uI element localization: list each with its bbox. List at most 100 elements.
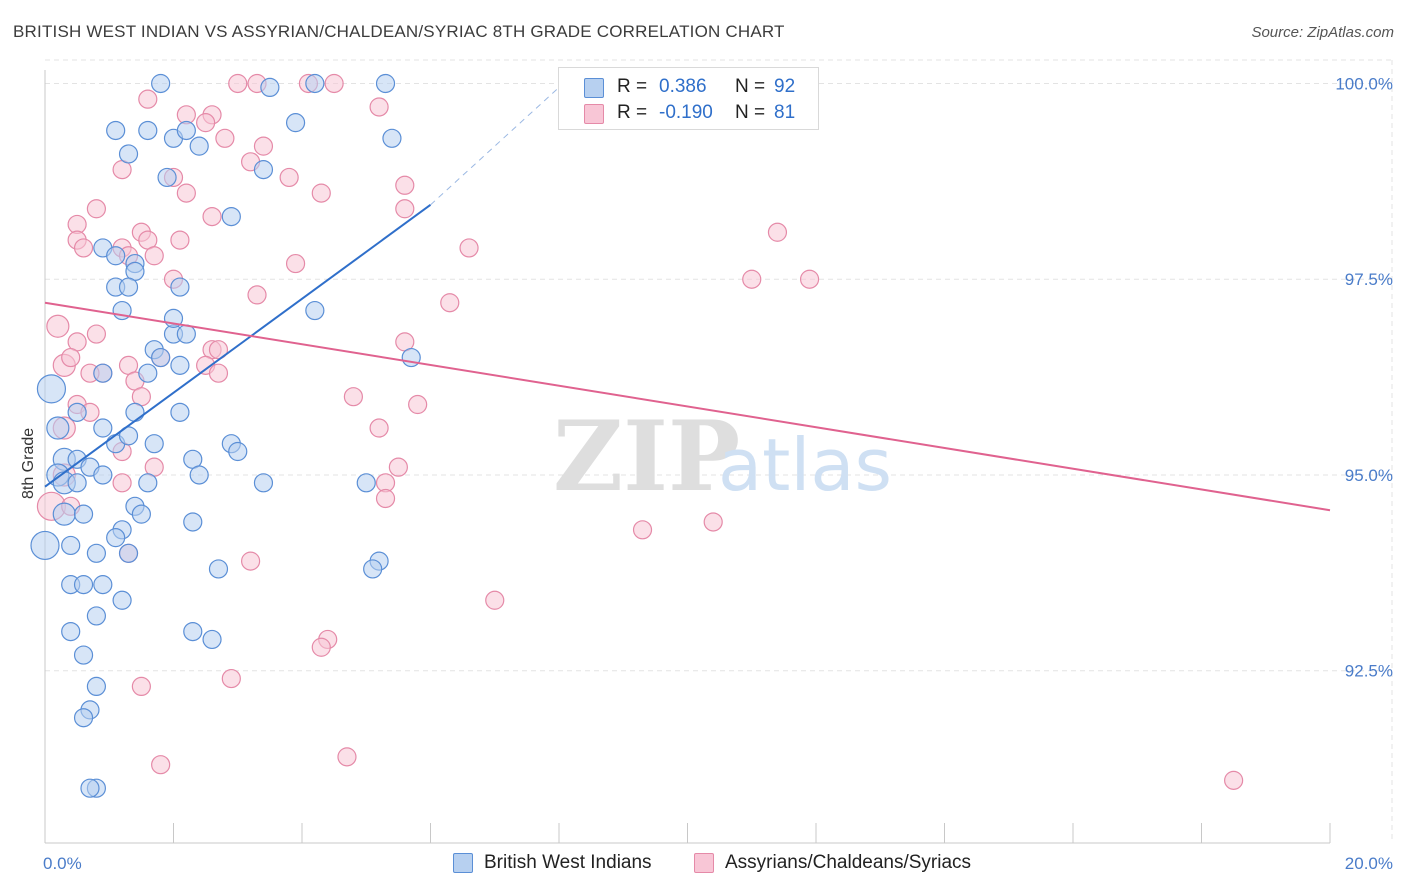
source-credit: Source: ZipAtlas.com [1251, 24, 1394, 41]
pink-data-point [86, 199, 107, 219]
pink-data-point [241, 551, 261, 571]
watermark: ZIP atlas [553, 400, 892, 513]
blue-data-point [260, 77, 280, 98]
blue-data-point [93, 363, 113, 383]
blue-data-point [67, 402, 87, 422]
blue-data-point [382, 128, 402, 148]
legend-r-label: R = [617, 102, 648, 123]
legend-n-label: N = [735, 102, 766, 123]
blue-data-point [86, 676, 107, 697]
blue-data-point [208, 559, 229, 579]
legend-r-value: -0.190 [659, 102, 713, 123]
blue-data-point [106, 120, 126, 141]
pink-data-point [388, 457, 408, 477]
pink-data-point [343, 387, 363, 407]
pink-data-point [221, 668, 241, 689]
blue-data-point [151, 73, 171, 94]
pink-data-point [247, 285, 267, 305]
blue-data-point [73, 575, 94, 595]
blue-data-point [202, 629, 222, 650]
blue-data-point [112, 590, 132, 610]
blue-data-point [305, 300, 325, 321]
pink-data-point [395, 199, 415, 219]
pink-data-point [138, 89, 158, 109]
y-tick-label: 95.0% [1345, 466, 1393, 485]
blue-data-point [52, 502, 76, 526]
blue-legend-swatch [453, 853, 473, 873]
pink-data-point [799, 269, 820, 289]
pink-data-point [170, 230, 190, 250]
blue-data-point [253, 160, 274, 180]
pink-data-point [144, 246, 164, 266]
pink-data-point [459, 238, 479, 258]
pink-data-point [253, 136, 274, 156]
blue-data-point [36, 374, 67, 404]
legend-r-label: R = [617, 76, 648, 97]
blue-data-point [151, 347, 171, 368]
pink-legend-label: Assyrians/Chaldeans/Syriacs [725, 852, 972, 873]
blue-data-point [30, 530, 60, 561]
pink-data-point [202, 207, 222, 227]
blue-data-point [183, 621, 203, 642]
pink-data-point [228, 73, 248, 94]
blue-data-point [183, 512, 203, 532]
blue-data-point [228, 441, 248, 462]
pink-data-point [395, 175, 415, 195]
blue-data-point [125, 402, 145, 422]
blue-swatch [584, 78, 604, 98]
legend-r-value: 0.386 [659, 76, 707, 97]
legend-n-value: 81 [774, 102, 796, 123]
blue-data-point [106, 246, 126, 266]
blue-data-point [138, 120, 158, 141]
pink-data-point [73, 238, 94, 258]
y-tick-label: 100.0% [1335, 74, 1393, 93]
blue-data-point [305, 73, 325, 94]
pink-data-point [176, 183, 196, 203]
pink-data-point [61, 347, 81, 368]
pink-data-point [632, 520, 653, 540]
blue-data-point [46, 416, 70, 440]
blue-data-point [61, 621, 81, 642]
pink-data-point [208, 363, 229, 383]
pink-data-point [369, 418, 389, 438]
pink-data-point [742, 269, 762, 289]
pink-data-point [408, 394, 428, 415]
legend-n-label: N = [735, 76, 766, 97]
axes [44, 70, 1331, 844]
pink-data-point [285, 253, 306, 274]
blue-legend-label: British West Indians [484, 852, 652, 873]
x-tick-label: 0.0% [43, 854, 82, 873]
blue-data-point [86, 606, 107, 626]
blue-trend-extension [430, 87, 560, 206]
y-tick-label: 92.5% [1345, 662, 1393, 681]
blue-data-point [138, 363, 158, 383]
blue-data-point [80, 778, 100, 798]
pink-data-point [767, 222, 788, 242]
correlation-legend: R = 0.386 N = 92 R = -0.190 N = 81 [558, 67, 819, 130]
pink-data-point [112, 473, 132, 493]
blue-data-point [118, 543, 139, 563]
x-tick-label: 20.0% [1345, 854, 1393, 873]
blue-data-point [189, 136, 209, 156]
pink-trend-line [44, 301, 1331, 512]
blue-data-point [86, 543, 107, 563]
pink-data-point [375, 488, 396, 509]
blue-data-point [157, 167, 177, 188]
pink-data-point [279, 167, 299, 188]
blue-data-point [73, 504, 94, 524]
blue-data-point [189, 465, 209, 485]
pink-data-point [1224, 770, 1244, 790]
blue-series-points [30, 73, 421, 798]
pink-data-point [703, 512, 723, 532]
chart-title: BRITISH WEST INDIAN VS ASSYRIAN/CHALDEAN… [13, 22, 785, 41]
watermark-atlas: atlas [718, 423, 892, 507]
pink-data-point [311, 183, 331, 203]
y-tick-labels: 92.5% 95.0% 97.5% 100.0% [1335, 74, 1393, 680]
blue-data-point [73, 645, 94, 665]
blue-data-point [138, 473, 158, 493]
blue-data-point [73, 708, 94, 728]
blue-data-point [176, 324, 196, 344]
blue-data-point [356, 473, 376, 493]
pink-data-point [86, 324, 107, 344]
